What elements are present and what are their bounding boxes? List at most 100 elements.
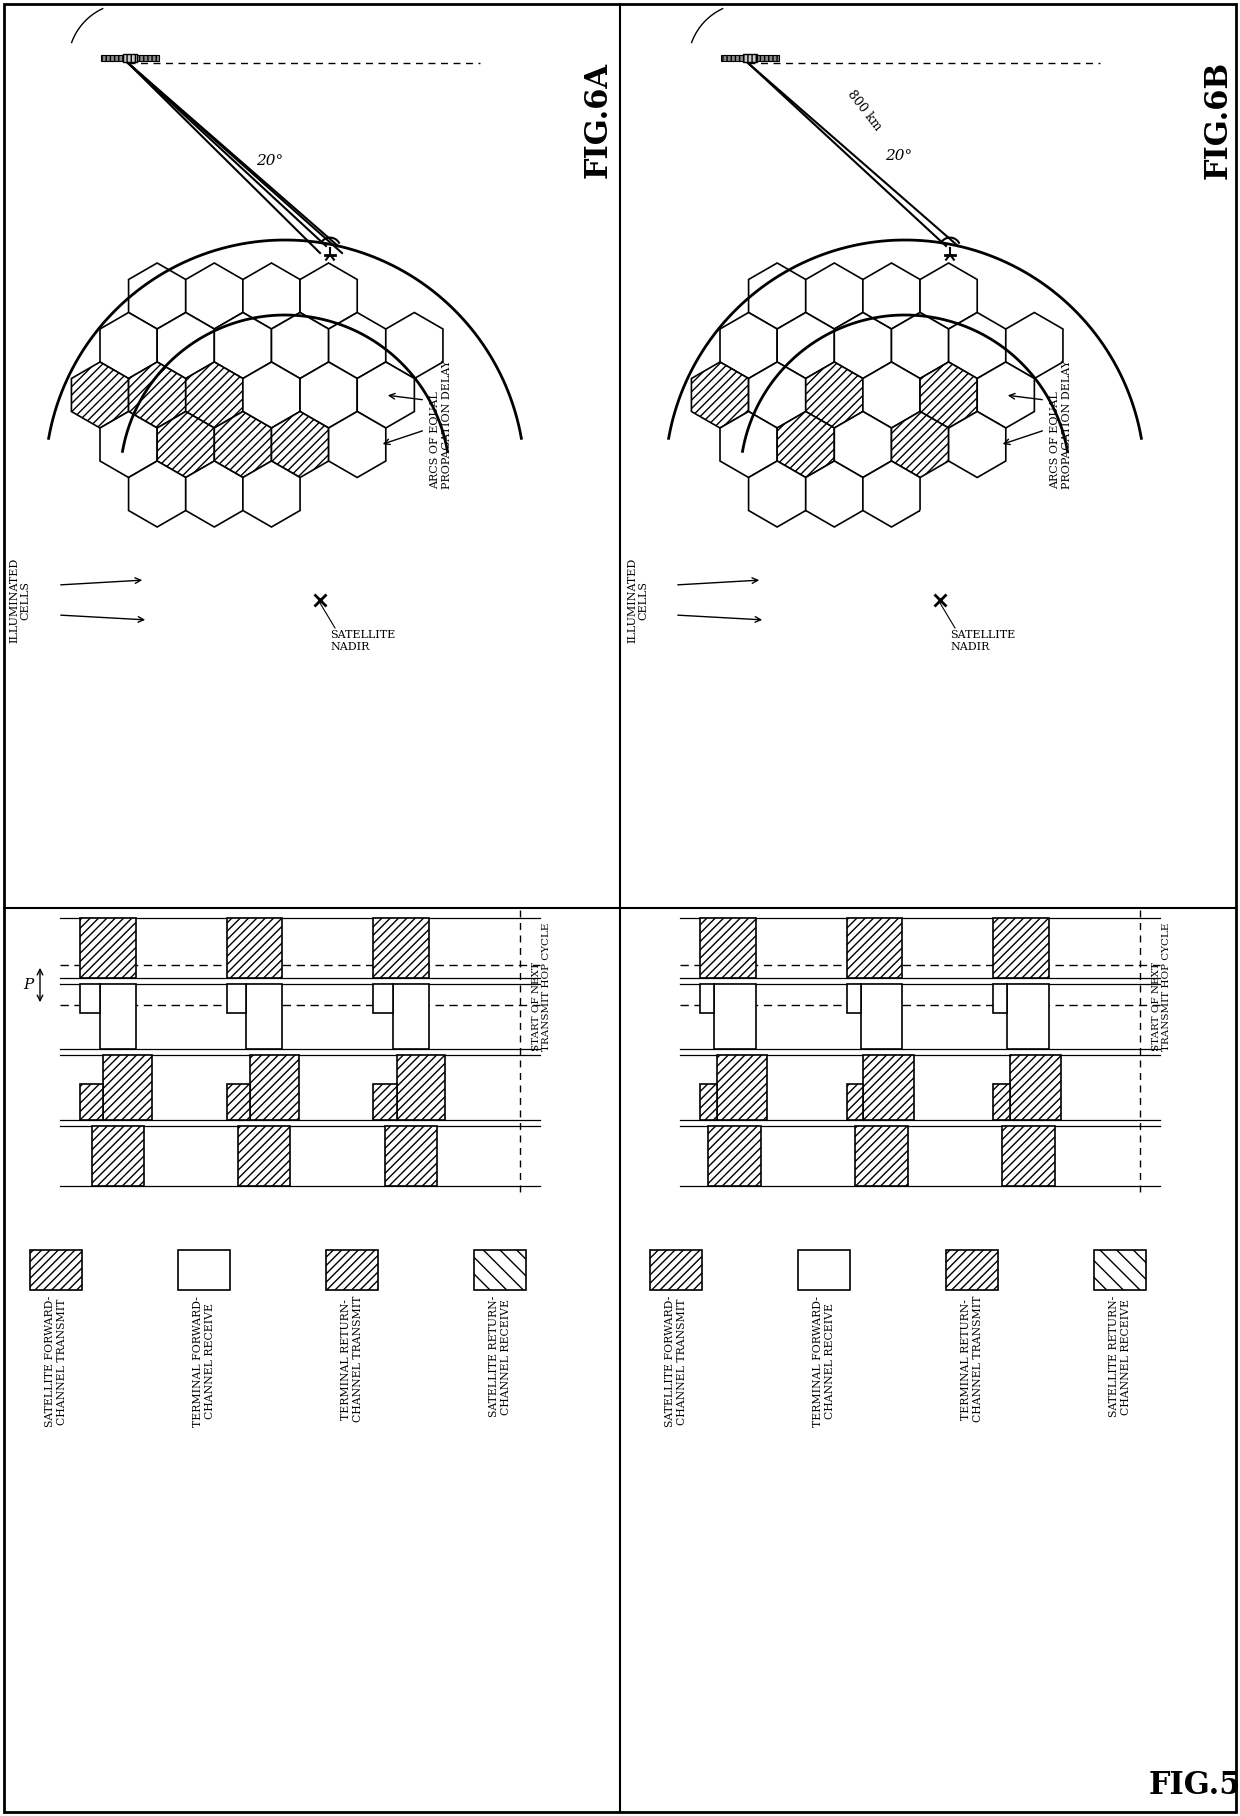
Text: START OF NEXT
TRANSMIT HOP CYCLE: START OF NEXT TRANSMIT HOP CYCLE [1152, 923, 1172, 1051]
Bar [946, 1249, 998, 1289]
Polygon shape [806, 263, 863, 329]
Bar [247, 984, 283, 1050]
Polygon shape [386, 312, 443, 378]
Polygon shape [300, 263, 357, 329]
Bar [103, 1055, 153, 1120]
Bar [701, 1084, 717, 1120]
Bar [227, 984, 247, 1013]
Polygon shape [835, 412, 892, 478]
Text: ARCS OF EQUAL
PROPAGATION DELAY: ARCS OF EQUAL PROPAGATION DELAY [430, 360, 451, 489]
Polygon shape [777, 312, 835, 378]
Bar [81, 1084, 103, 1120]
Bar [1011, 1055, 1060, 1120]
Bar [847, 984, 861, 1013]
Bar [386, 1126, 436, 1186]
Polygon shape [243, 263, 300, 329]
Bar [373, 1084, 397, 1120]
Polygon shape [863, 361, 920, 429]
Bar [758, 54, 779, 60]
Bar [847, 1084, 863, 1120]
Polygon shape [806, 361, 863, 429]
Text: ILLUMINATED
CELLS: ILLUMINATED CELLS [9, 558, 31, 643]
Polygon shape [892, 312, 949, 378]
Bar [81, 919, 135, 979]
Bar [1002, 1126, 1055, 1186]
Text: SATELLITE FORWARD-
CHANNEL TRANSMIT: SATELLITE FORWARD- CHANNEL TRANSMIT [665, 1297, 687, 1427]
Bar [856, 1126, 908, 1186]
Polygon shape [835, 312, 892, 378]
Polygon shape [949, 412, 1006, 478]
Bar [373, 984, 393, 1013]
Text: SATELLITE
NADIR: SATELLITE NADIR [950, 630, 1016, 652]
Bar [138, 54, 159, 60]
Bar [701, 984, 714, 1013]
Bar [993, 1084, 1011, 1120]
Bar [743, 54, 758, 62]
Text: SATELLITE RETURN-
CHANNEL RECEIVE: SATELLITE RETURN- CHANNEL RECEIVE [1110, 1297, 1131, 1416]
Polygon shape [749, 461, 806, 527]
Polygon shape [243, 461, 300, 527]
Polygon shape [157, 312, 215, 378]
Polygon shape [949, 312, 1006, 378]
Polygon shape [272, 412, 329, 478]
Text: START OF NEXT
TRANSMIT HOP CYCLE: START OF NEXT TRANSMIT HOP CYCLE [532, 923, 552, 1051]
Bar [227, 919, 283, 979]
Bar [30, 1249, 82, 1289]
Text: P: P [22, 979, 33, 992]
Bar [373, 919, 429, 979]
Polygon shape [749, 263, 806, 329]
Polygon shape [749, 361, 806, 429]
Bar [993, 984, 1007, 1013]
Bar [701, 919, 755, 979]
Bar [799, 1249, 849, 1289]
Text: TERMINAL FORWARD-
CHANNEL RECEIVE: TERMINAL FORWARD- CHANNEL RECEIVE [813, 1297, 835, 1427]
Bar [1094, 1249, 1146, 1289]
Polygon shape [186, 461, 243, 527]
Bar [238, 1126, 290, 1186]
Text: ILLUMINATED
CELLS: ILLUMINATED CELLS [627, 558, 649, 643]
Polygon shape [1006, 312, 1063, 378]
Polygon shape [329, 312, 386, 378]
Bar [179, 1249, 229, 1289]
Polygon shape [329, 412, 386, 478]
Polygon shape [243, 361, 300, 429]
Bar [393, 984, 429, 1050]
Polygon shape [129, 361, 186, 429]
Polygon shape [129, 263, 186, 329]
Bar [650, 1249, 702, 1289]
Text: FIG.6B: FIG.6B [1203, 62, 1234, 180]
Bar [250, 1055, 299, 1120]
Polygon shape [300, 361, 357, 429]
Polygon shape [157, 412, 215, 478]
Bar [863, 1055, 914, 1120]
Text: TERMINAL RETURN-
CHANNEL TRANSMIT: TERMINAL RETURN- CHANNEL TRANSMIT [341, 1297, 363, 1422]
Polygon shape [777, 412, 835, 478]
Bar [708, 1126, 761, 1186]
Bar [227, 1084, 250, 1120]
Bar [714, 984, 755, 1050]
Polygon shape [863, 461, 920, 527]
Polygon shape [692, 361, 749, 429]
Polygon shape [357, 361, 414, 429]
Bar [717, 1055, 768, 1120]
Bar [397, 1055, 445, 1120]
Bar [99, 984, 135, 1050]
Polygon shape [100, 312, 157, 378]
Text: FIG.5: FIG.5 [1148, 1769, 1240, 1800]
Polygon shape [720, 412, 777, 478]
Bar [1007, 984, 1049, 1050]
Polygon shape [977, 361, 1034, 429]
Bar [722, 54, 743, 60]
Bar [847, 919, 903, 979]
Bar [474, 1249, 526, 1289]
Text: ARCS OF EQUAL
PROPAGATION DELAY: ARCS OF EQUAL PROPAGATION DELAY [1050, 360, 1071, 489]
Bar [993, 919, 1049, 979]
Polygon shape [806, 461, 863, 527]
Polygon shape [920, 263, 977, 329]
Polygon shape [100, 412, 157, 478]
Text: FIG.6A: FIG.6A [583, 62, 614, 178]
Text: TERMINAL FORWARD-
CHANNEL RECEIVE: TERMINAL FORWARD- CHANNEL RECEIVE [193, 1297, 215, 1427]
Polygon shape [892, 412, 949, 478]
Bar [861, 984, 903, 1050]
Text: SATELLITE FORWARD-
CHANNEL TRANSMIT: SATELLITE FORWARD- CHANNEL TRANSMIT [45, 1297, 67, 1427]
